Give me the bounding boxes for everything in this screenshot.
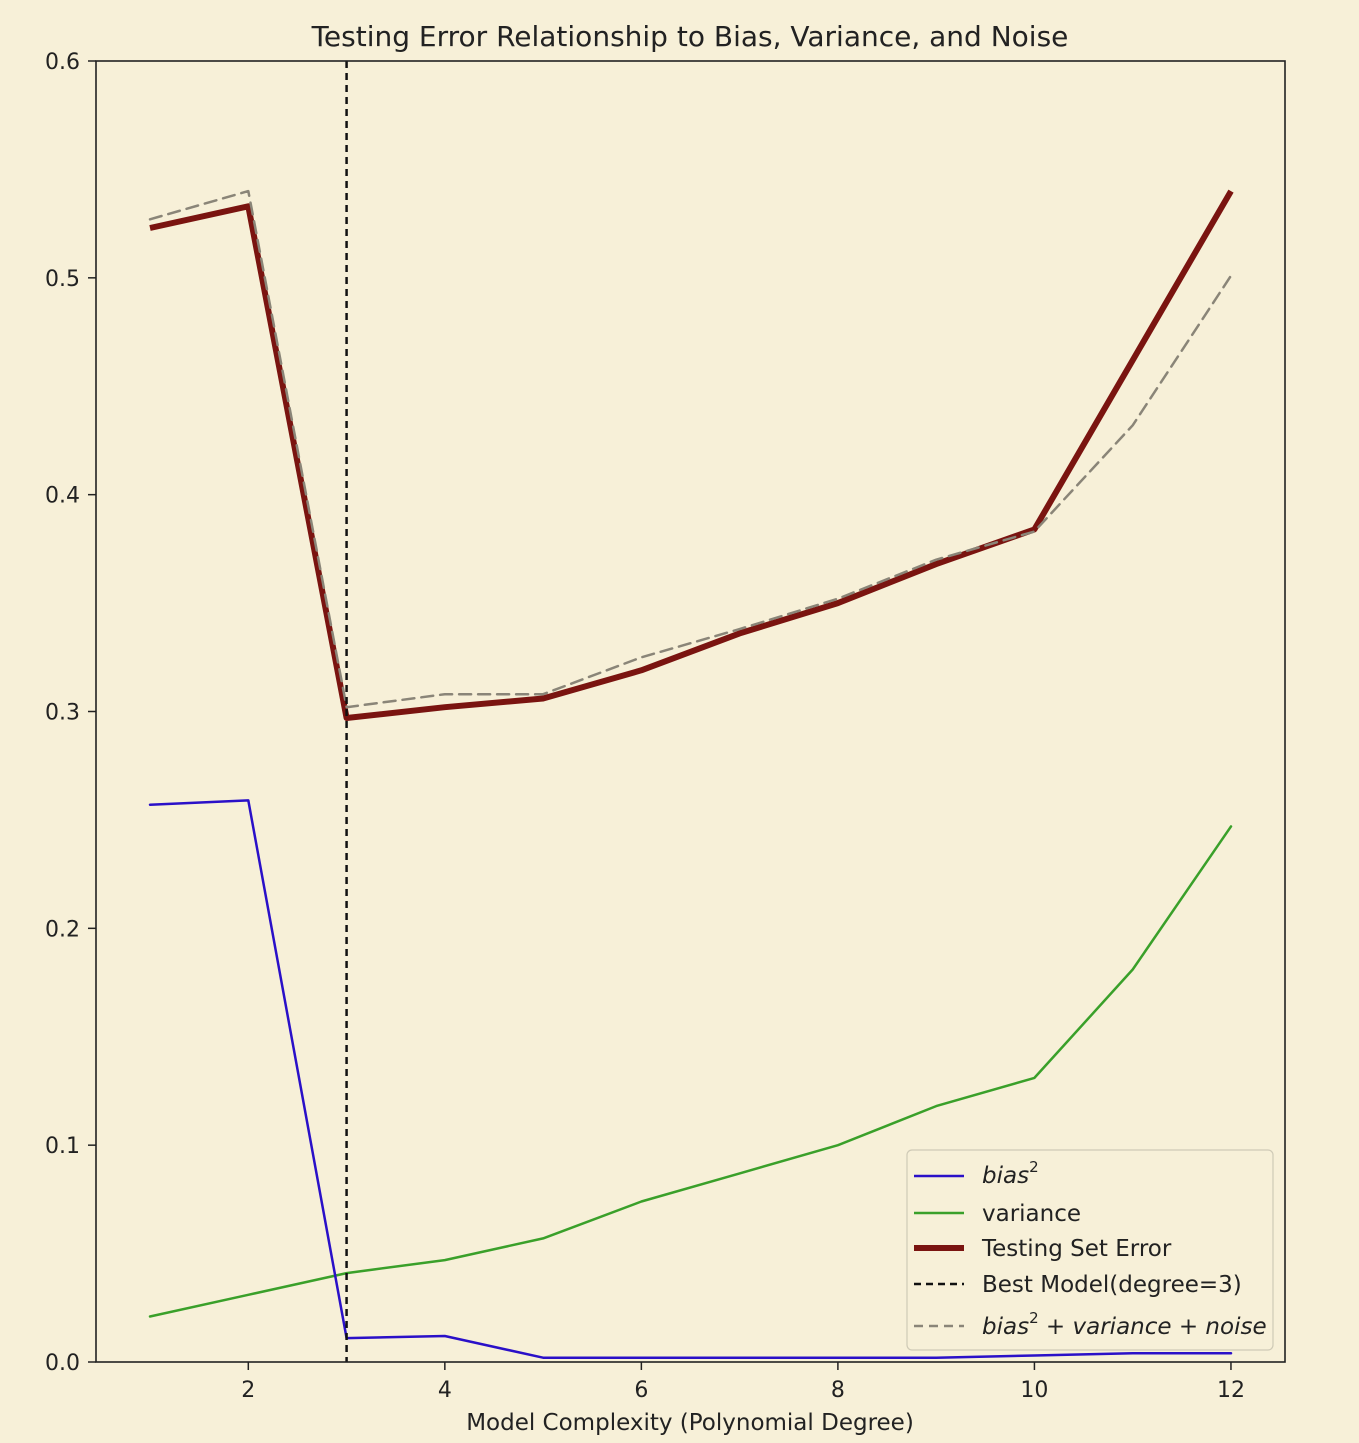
x-tick-label: 2: [241, 1378, 255, 1403]
series-line-sum: [148, 189, 1233, 709]
y-axis: 0.0 0.1 0.2 0.3 0.4 0.5 0.6: [45, 50, 96, 1376]
x-tick-label: 10: [1020, 1378, 1048, 1403]
legend-box: [906, 1149, 1274, 1351]
legend-label-sum-rest: + variance + noise: [1039, 1314, 1267, 1340]
legend-label-bias-sup: 2: [1029, 1158, 1039, 1176]
y-tick-label: 0.5: [45, 267, 80, 292]
x-tick-label: 4: [438, 1378, 452, 1403]
y-tick-label: 0.4: [45, 484, 80, 509]
x-tick-label: 12: [1217, 1378, 1245, 1403]
y-tick-label: 0.6: [45, 50, 80, 75]
y-tick-label: 0.3: [45, 701, 80, 726]
y-tick-label: 0.2: [45, 917, 80, 942]
x-axis: 2 4 6 8 10 12: [241, 1362, 1245, 1403]
x-tick-label: 8: [831, 1378, 845, 1403]
chart-title: Testing Error Relationship to Bias, Vari…: [311, 20, 1069, 53]
legend: bias2 variance Testing Set Error Best Mo…: [906, 1149, 1274, 1351]
series-line-variance: [148, 825, 1233, 1318]
legend-label-sum-main: bias: [982, 1314, 1029, 1340]
plot-area: [148, 61, 1234, 1362]
legend-label-variance: variance: [982, 1201, 1081, 1227]
x-axis-label: Model Complexity (Polynomial Degree): [466, 1410, 914, 1436]
legend-label-bias: bias2: [982, 1158, 1039, 1189]
legend-label-sum-sup: 2: [1029, 1309, 1039, 1327]
legend-label-testing-error: Testing Set Error: [981, 1236, 1172, 1262]
series-line-testing-error: [149, 189, 1234, 721]
y-tick-label: 0.0: [45, 1351, 80, 1376]
series-line-bias: [148, 799, 1233, 1359]
legend-label-sum: bias2 + variance + noise: [982, 1309, 1267, 1340]
x-tick-label: 6: [634, 1378, 648, 1403]
legend-label-bias-main: bias: [982, 1163, 1029, 1189]
legend-label-best-model: Best Model(degree=3): [982, 1272, 1242, 1298]
y-tick-label: 0.1: [45, 1134, 80, 1159]
